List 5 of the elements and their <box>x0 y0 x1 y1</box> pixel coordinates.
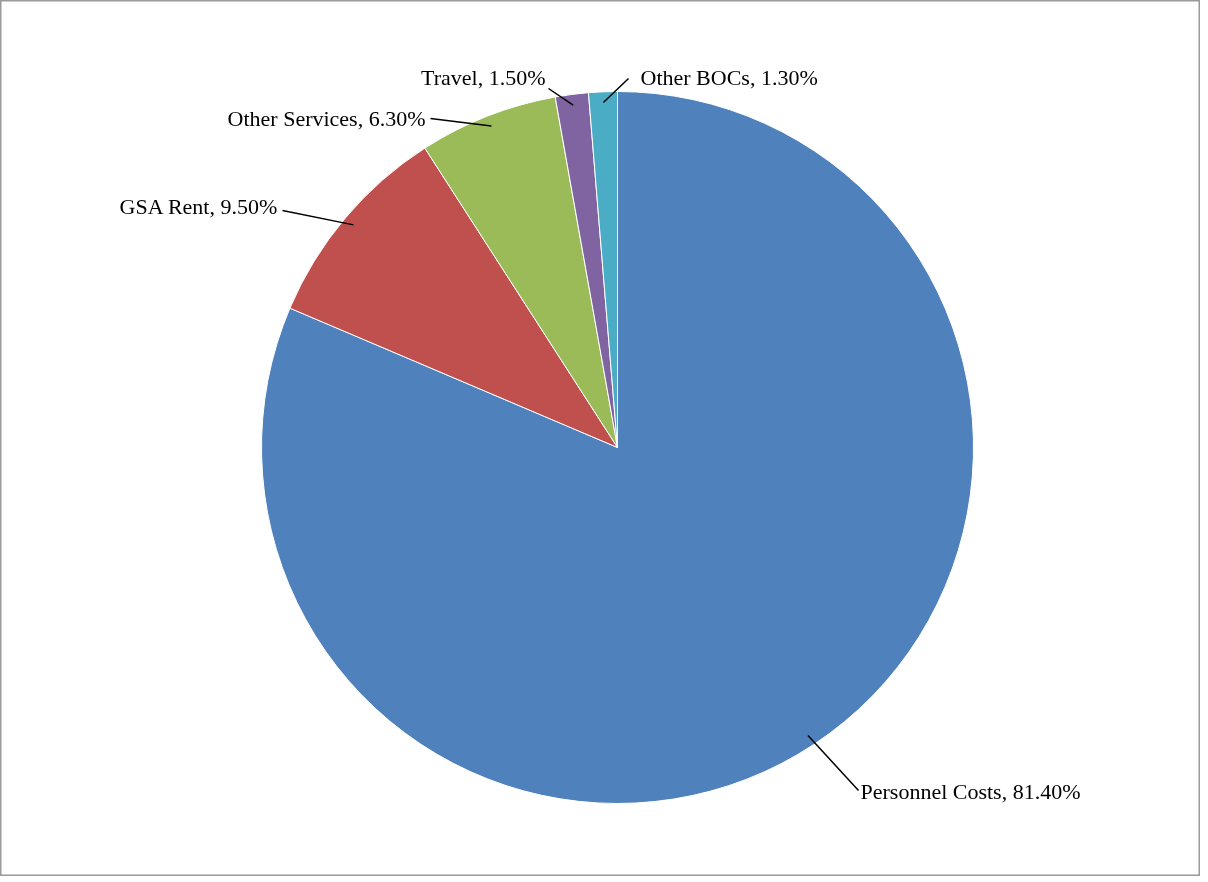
slice-label: Personnel Costs, 81.40% <box>860 778 1081 804</box>
slice-label: GSA Rent, 9.50% <box>119 193 278 219</box>
slice-label: Other Services, 6.30% <box>227 105 426 131</box>
slice-label: Other BOCs, 1.30% <box>640 64 818 90</box>
slice-label: Travel, 1.50% <box>421 64 546 90</box>
